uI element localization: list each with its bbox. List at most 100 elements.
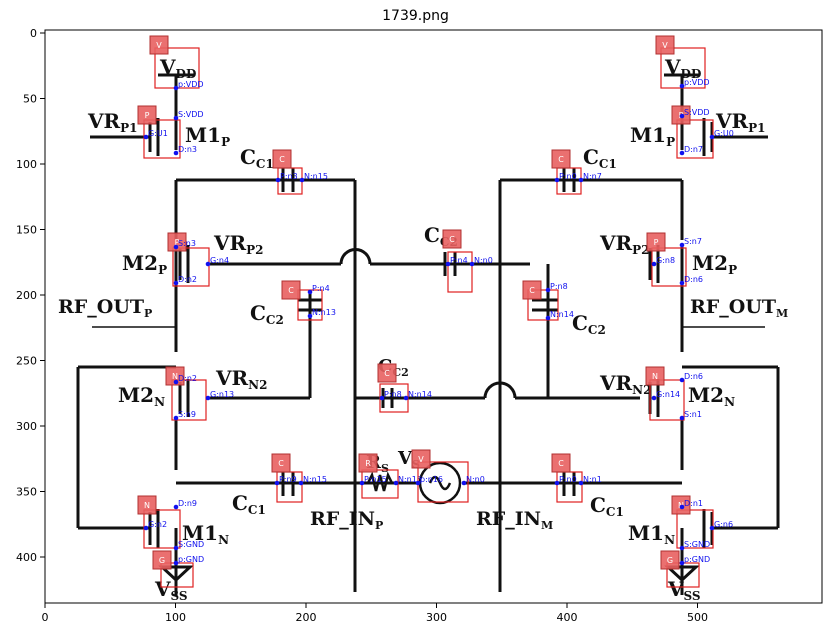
pin-label: G:n13 <box>210 390 234 399</box>
pin-dot <box>554 480 560 486</box>
component-tag-box <box>137 495 157 515</box>
component-tag-box <box>551 453 571 473</box>
pin-label: N:n1 <box>583 475 602 484</box>
pin-label: D:n2 <box>178 275 197 284</box>
pin-label: P:n9 <box>279 475 297 484</box>
component-tag: P <box>145 111 150 120</box>
pin-dot <box>679 83 685 89</box>
component-tag-box <box>646 232 666 252</box>
pin-dot <box>445 261 451 267</box>
y-tick-label: 200 <box>16 289 37 302</box>
component-detection: Vp:VDD <box>149 35 204 91</box>
label-vrp1-right: VRP1 <box>715 109 766 135</box>
pin-dot <box>307 313 313 319</box>
component-detection: C P:n4 N:n13 <box>281 280 336 321</box>
pin-label: S:n7 <box>684 237 702 246</box>
pin-dot <box>403 395 409 401</box>
label-vrn2-right: VRN2 <box>599 371 651 397</box>
pin-dot <box>461 480 467 486</box>
pin-label: G:U1 <box>148 129 168 138</box>
pin-dot <box>205 395 211 401</box>
y-tick-label: 300 <box>16 420 37 433</box>
y-axis: 0 50 100 150 200 250 300 350 400 <box>16 27 45 564</box>
pin-label: G:n14 <box>656 390 680 399</box>
pin-label: p:n16 <box>420 475 443 484</box>
pin-dot <box>679 377 685 383</box>
pin-dot <box>709 525 715 531</box>
component-tag: C <box>279 155 285 164</box>
pin-label: P:n0 <box>559 475 577 484</box>
label-m1n-right: M1N <box>628 521 675 547</box>
pin-label: N:n14 <box>408 390 432 399</box>
pin-label: P:n15 <box>364 475 387 484</box>
pin-dot <box>415 480 421 486</box>
component-detection: C P:n8 N:n14 <box>522 280 574 321</box>
component-detection: R P:n15 N:n16 <box>358 453 422 499</box>
component-tag: C <box>529 286 535 295</box>
pin-label: P:n3 <box>280 172 298 181</box>
component-detection: C P:n0 N:n1 <box>551 453 602 503</box>
component-tag-box <box>149 35 169 55</box>
label-cc2-left: CC2 <box>250 301 284 327</box>
bounding-box <box>447 251 473 293</box>
component-detection: C P:n3 N:n15 <box>272 149 328 195</box>
component-tag: V <box>418 455 424 464</box>
pin-dot <box>545 287 551 293</box>
label-rfout-m: RF_OUTM <box>690 296 788 320</box>
component-tag-box <box>660 550 680 570</box>
y-tick-label: 400 <box>16 551 37 564</box>
component-tag: N <box>144 501 150 510</box>
pin-label: S:VDD <box>684 108 710 117</box>
pin-dot <box>679 504 685 510</box>
pin-label: P:n8 <box>550 282 568 291</box>
pin-dot <box>173 115 179 121</box>
pin-label: G:n8 <box>656 256 675 265</box>
x-tick-label: 400 <box>557 611 578 624</box>
component-tag: G <box>667 556 673 565</box>
component-tag-box <box>655 35 675 55</box>
component-tag: C <box>449 235 455 244</box>
component-tag-box <box>165 366 185 386</box>
pin-dot <box>679 280 685 286</box>
pin-label: N:n14 <box>550 310 574 319</box>
pin-label: N:n7 <box>583 172 602 181</box>
pin-dot <box>205 261 211 267</box>
pin-label: P:n4 <box>312 284 330 293</box>
label-vrp1-left: VRP1 <box>87 109 138 135</box>
label-m1p-left: M1P <box>185 123 230 149</box>
component-tag-box <box>645 366 665 386</box>
pin-label: G:n4 <box>210 256 229 265</box>
component-detection: N D:n2 G:n13 S:n9 <box>165 366 234 421</box>
component-detection: N D:n6 G:n14 S:n1 <box>645 366 703 421</box>
pin-label: D:n9 <box>178 499 197 508</box>
pin-dot <box>651 261 657 267</box>
component-tag-box <box>551 149 571 169</box>
y-tick-label: 150 <box>16 224 37 237</box>
component-tag-box <box>137 105 157 125</box>
pin-dot <box>679 545 685 551</box>
y-tick-label: 350 <box>16 486 37 499</box>
pin-label: D:n3 <box>178 145 197 154</box>
component-tag: C <box>558 459 564 468</box>
label-m1n-left: M1N <box>182 521 229 547</box>
pin-dot <box>307 289 313 295</box>
label-m1p-right: M1P <box>630 123 675 149</box>
label-vrp2-left: VRP2 <box>213 231 264 257</box>
component-tag-box <box>167 232 187 252</box>
component-tag-box <box>522 280 542 300</box>
component-tag: C <box>384 369 390 378</box>
pin-dot <box>173 85 179 91</box>
pin-label: p:GND <box>684 555 710 564</box>
pin-label: P:n8 <box>384 390 402 399</box>
label-vdd-right: VDD <box>664 55 701 81</box>
component-tag: V <box>156 41 162 50</box>
pin-label: S:n3 <box>178 239 196 248</box>
label-cc1-bot-left: CC1 <box>232 491 266 517</box>
component-tag: N <box>172 372 178 381</box>
component-detection: C P:n0 N:n7 <box>551 149 602 195</box>
label-cc1-bot-right: CC1 <box>590 493 624 519</box>
x-tick-label: 200 <box>296 611 317 624</box>
component-tag: G <box>159 556 165 565</box>
